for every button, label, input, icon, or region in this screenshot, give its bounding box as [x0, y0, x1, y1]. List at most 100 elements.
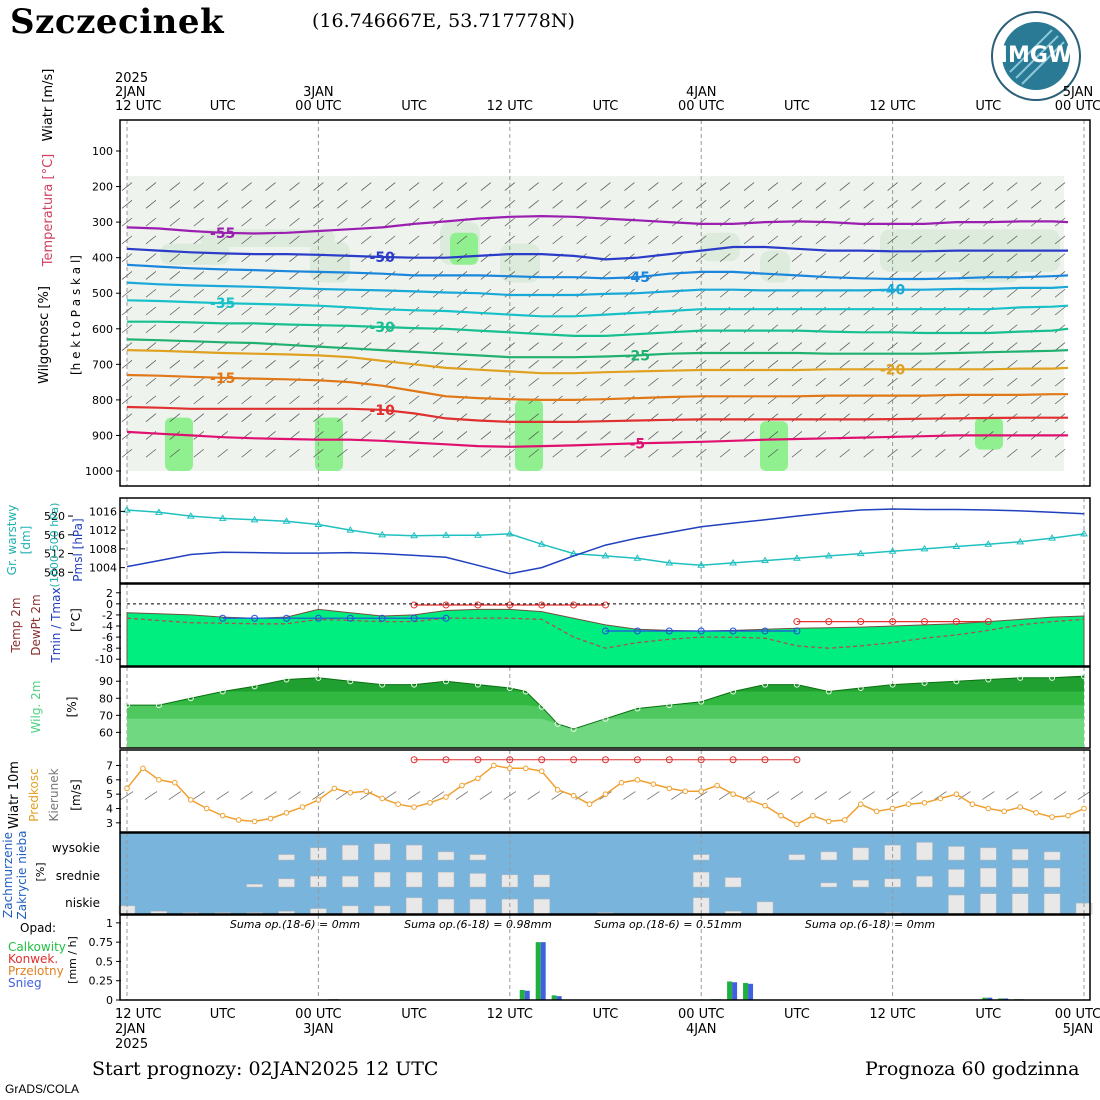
- wind-barb: [624, 448, 635, 458]
- wind-direction-barb: [192, 791, 205, 800]
- wind-tmax-point: [665, 756, 673, 764]
- wind-barb: [361, 360, 372, 369]
- wind-barb: [791, 235, 803, 245]
- wind-barb: [1030, 342, 1042, 351]
- wind-barb: [624, 324, 635, 334]
- isotherm-line: [126, 299, 1069, 318]
- wind-barb: [432, 431, 444, 440]
- cloud-bar-niskie: [405, 897, 423, 915]
- wind-barb: [408, 395, 420, 405]
- wind-speed-point: [953, 791, 960, 797]
- isotherm-label: -35: [210, 296, 235, 312]
- tmax-point: [442, 601, 450, 609]
- panel4-unit-label: [%]: [65, 697, 79, 718]
- wind-barb: [241, 235, 252, 245]
- thickness-point: [665, 558, 674, 566]
- tmax-point: [793, 618, 801, 626]
- dewpoint-line: [126, 617, 1085, 649]
- wind-barb: [815, 235, 827, 245]
- wind-direction-barb: [671, 791, 684, 800]
- wind-barb: [432, 448, 444, 458]
- wind-direction-barb: [288, 791, 301, 800]
- top-time-label: UTC: [975, 99, 1001, 114]
- wind-direction-barb: [527, 791, 540, 800]
- top-time-label: UTC: [593, 99, 619, 114]
- wind-speed-point: [937, 795, 944, 802]
- wind-barb: [480, 342, 492, 351]
- wind-barb: [911, 253, 922, 262]
- humidity-point: [889, 681, 896, 688]
- cloud-bar-niskie: [1011, 893, 1029, 915]
- wind-barb: [169, 217, 181, 227]
- wind-barb: [1007, 182, 1018, 191]
- wind-barb: [193, 235, 204, 245]
- wind-direction-barb: [718, 791, 732, 800]
- tmax-point: [602, 601, 609, 609]
- precip-sum-label: Suma op.(6-18) = 0.98mm: [404, 918, 552, 931]
- wind-barb: [672, 342, 683, 351]
- wind-speed-point: [1001, 808, 1008, 815]
- pmsl-tick-label: 1008: [89, 543, 117, 556]
- wind-barb: [193, 395, 204, 405]
- pressure-tick-label: 700: [92, 358, 113, 371]
- wind-barb: [1030, 306, 1042, 316]
- top-time-label: 4JAN: [686, 85, 717, 100]
- panel6-unit-label: [%]: [34, 862, 47, 881]
- humidity-shading-saturated: [315, 417, 343, 471]
- wind-barb: [313, 217, 324, 227]
- wind-speed-point: [714, 782, 720, 789]
- wind-barb: [1054, 342, 1066, 351]
- wind-barb: [241, 360, 252, 369]
- wind-barb: [528, 431, 539, 440]
- wind-barb: [289, 342, 300, 351]
- humidity-point: [124, 702, 130, 709]
- temperature-tick-label: -6: [102, 631, 113, 644]
- wind-barb: [528, 413, 539, 422]
- cloud-bar-srednie: [948, 869, 965, 888]
- wind-barb: [241, 217, 252, 227]
- wind-tmax-point: [410, 756, 418, 764]
- wind-barb: [241, 395, 252, 405]
- wind-tick-label: 7: [106, 759, 113, 772]
- wind-barb: [265, 324, 276, 334]
- isotherm-label: -25: [625, 348, 650, 364]
- wind-barb: [384, 431, 396, 440]
- wind-barb: [959, 360, 970, 369]
- wind-barb: [241, 306, 252, 316]
- wind-speed-point: [1033, 809, 1039, 816]
- wind-barb: [145, 182, 157, 191]
- wind-barb: [815, 182, 827, 191]
- precip-bar-calkowity: [982, 997, 988, 1000]
- station-title: Szczecinek: [10, 2, 225, 42]
- wind-barb: [384, 235, 396, 245]
- wind-barb: [719, 448, 731, 458]
- wind-direction-barb: [647, 791, 660, 800]
- wind-barb: [959, 235, 970, 245]
- precip-bar-snieg: [732, 982, 738, 1000]
- wind-barb: [313, 306, 324, 316]
- wind-tick-label: 3: [106, 817, 113, 830]
- isotherm-line: [126, 263, 1069, 281]
- bottom-time-label: 3JAN: [303, 1022, 334, 1037]
- wind-barb: [1007, 395, 1018, 405]
- wind-barb: [169, 200, 181, 209]
- wind-barb: [887, 235, 898, 245]
- wind-speed-point: [315, 797, 322, 803]
- wind-barb: [887, 200, 898, 209]
- wind-barb: [121, 413, 133, 422]
- panel-precipitation: [119, 914, 1091, 1001]
- wind-barb: [1030, 182, 1042, 191]
- wind-barb: [1054, 377, 1066, 387]
- wind-barb: [1054, 395, 1066, 405]
- wind-barb: [169, 288, 181, 298]
- wind-barb: [528, 235, 539, 245]
- wind-direction-barb: [120, 791, 134, 800]
- wind-barb: [504, 377, 516, 387]
- wind-barb: [289, 235, 300, 245]
- wind-barb: [504, 182, 516, 191]
- wind-barb: [456, 377, 468, 387]
- cloud-bar-wysokie: [884, 844, 901, 861]
- wind-barb: [121, 324, 133, 334]
- humidity-point: [825, 688, 832, 695]
- wind-barb: [767, 271, 779, 280]
